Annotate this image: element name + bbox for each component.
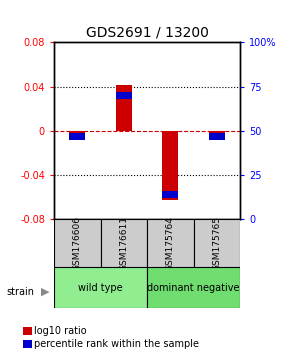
Bar [69,131,85,137]
FancyBboxPatch shape [194,219,240,267]
Text: GSM176611: GSM176611 [119,216,128,271]
Bar [162,192,178,198]
Text: dominant negative: dominant negative [147,282,240,293]
FancyBboxPatch shape [100,219,147,267]
Bar [69,133,85,139]
Text: log10 ratio: log10 ratio [34,326,87,336]
Title: GDS2691 / 13200: GDS2691 / 13200 [85,26,208,40]
Bar [208,131,225,137]
Text: percentile rank within the sample: percentile rank within the sample [34,339,200,349]
Text: GSM176606: GSM176606 [73,216,82,271]
Text: GSM175764: GSM175764 [166,216,175,271]
FancyBboxPatch shape [54,267,147,308]
Text: wild type: wild type [78,282,123,293]
FancyBboxPatch shape [147,267,240,308]
FancyBboxPatch shape [147,219,194,267]
Text: GSM175765: GSM175765 [212,216,221,271]
FancyBboxPatch shape [54,219,100,267]
Text: strain: strain [6,287,34,297]
Bar [208,133,225,139]
Text: ▶: ▶ [40,287,49,297]
Bar [162,131,178,200]
Bar [116,85,132,131]
Bar [116,92,132,99]
